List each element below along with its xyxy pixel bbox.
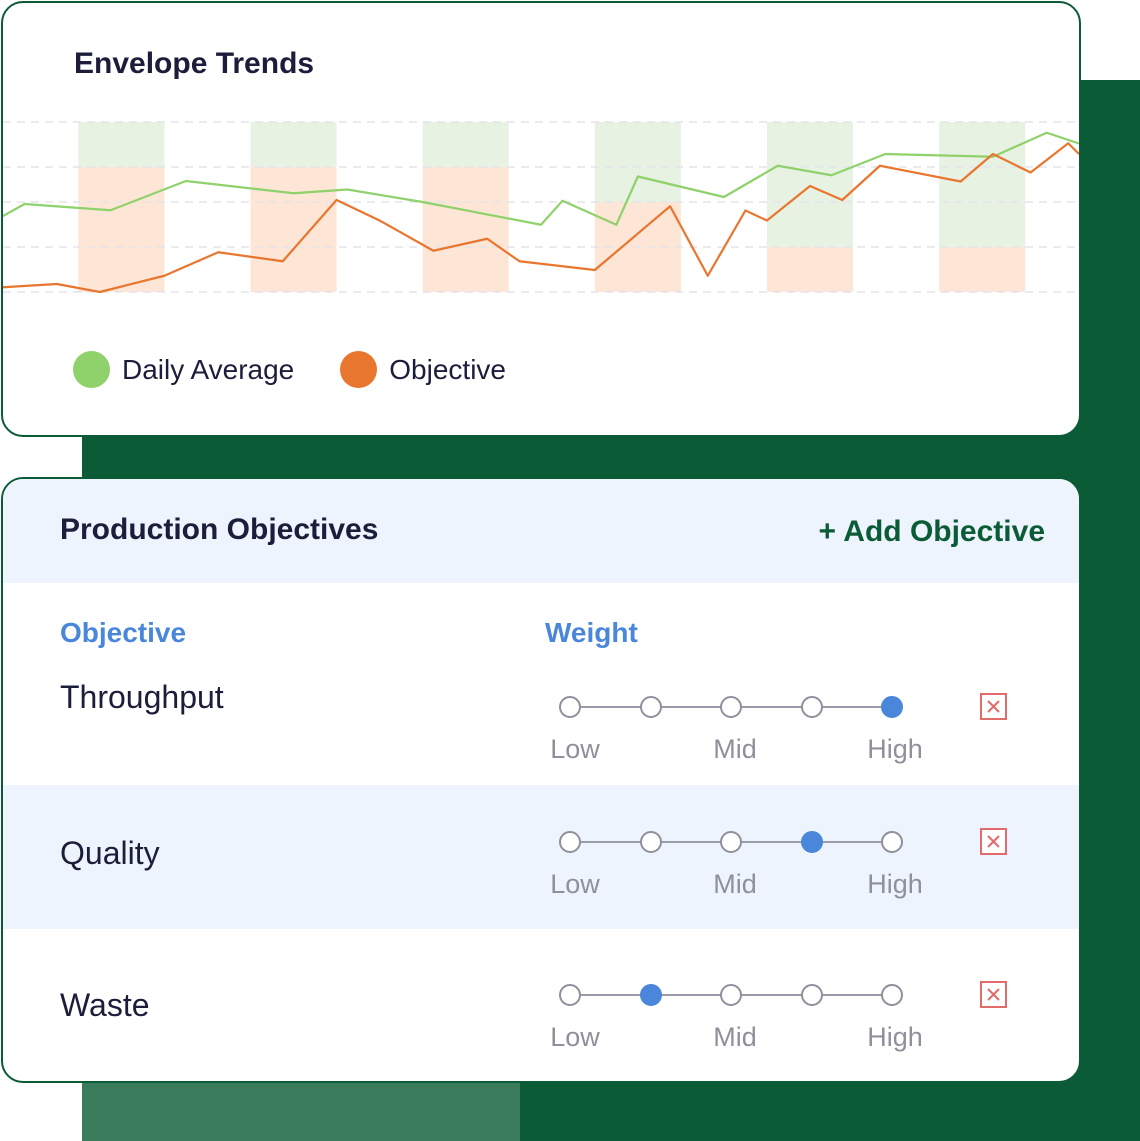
weight-label-mid: Mid [713,869,757,899]
weight-label-low: Low [550,1022,600,1052]
weight-knob-4[interactable] [800,831,823,853]
delete-objective-button[interactable] [980,981,1007,1008]
weight-label-high: High [867,734,923,764]
background-accent-block [82,1078,520,1141]
daily-average-legend-dot [73,351,110,388]
envelope-band-orange [422,167,509,292]
weight-label-high: High [867,1022,923,1052]
chart-title: Envelope Trends [74,47,315,80]
weight-knob-4[interactable] [800,696,823,718]
series-line-objective [3,142,1079,294]
envelope-band-green [250,122,337,167]
envelope-trends-chart [3,121,1079,294]
envelope-band-orange [939,247,1026,292]
weight-label-high: High [867,869,923,899]
legend-label: Daily Average [122,353,295,385]
column-header-objective: Objective [60,617,187,648]
weight-label-mid: Mid [713,734,757,764]
weight-knob-3[interactable] [720,831,742,853]
weight-knob-2[interactable] [639,831,662,853]
weight-knob-2[interactable] [639,696,662,718]
legend-item-objective: Objective [340,351,506,388]
delete-objective-button[interactable] [980,693,1007,720]
add-objective-button[interactable]: + Add Objective [818,515,1045,548]
weight-label-mid: Mid [713,1022,757,1052]
weight-knob-1[interactable] [559,696,581,718]
weight-knob-4[interactable] [800,984,823,1006]
series-line-daily-average [3,131,1079,226]
weight-knob-3[interactable] [720,696,742,718]
legend-label: Objective [389,353,506,385]
envelope-band-orange [766,247,854,292]
close-icon [987,988,1000,1001]
envelope-band-green [766,122,854,247]
objective-name: Waste [60,987,150,1023]
weight-knob-5[interactable] [881,696,903,718]
envelope-band-green [422,122,509,167]
envelope-band-green [594,122,681,202]
weight-slider[interactable] [555,980,915,1010]
weight-label-low: Low [550,869,600,899]
envelope-band-green [939,122,1026,247]
objective-row-quality: Quality Low Mid High [3,785,1079,929]
weight-knob-5[interactable] [881,984,903,1006]
weight-knob-1[interactable] [559,831,581,853]
delete-objective-button[interactable] [980,828,1007,855]
objectives-title: Production Objectives [60,513,379,546]
weight-slider[interactable] [555,692,915,722]
weight-knob-1[interactable] [559,984,581,1006]
envelope-band-green [78,122,165,167]
column-header-weight: Weight [545,617,638,648]
close-icon [987,835,1000,848]
weight-slider[interactable] [555,827,915,857]
envelope-trends-card: Envelope Trends Daily Average Objective [1,1,1081,437]
objective-legend-dot [340,351,378,388]
legend-item-daily-average: Daily Average [73,351,294,388]
weight-label-low: Low [550,734,600,764]
envelope-band-orange [78,167,165,292]
objectives-header: Production Objectives + Add Objective [3,479,1079,583]
weight-knob-5[interactable] [881,831,903,853]
objective-name: Quality [60,835,160,871]
weight-knob-3[interactable] [720,984,742,1006]
objective-row-throughput: Throughput Low Mid High [3,657,1079,785]
chart-legend: Daily Average Objective [73,351,552,388]
weight-knob-2[interactable] [639,984,662,1006]
close-icon [987,700,1000,713]
objective-row-waste: Waste Low Mid High [3,929,1079,1081]
envelope-band-orange [250,167,337,292]
production-objectives-card: Production Objectives + Add Objective Ob… [1,477,1081,1083]
objective-name: Throughput [60,679,224,715]
